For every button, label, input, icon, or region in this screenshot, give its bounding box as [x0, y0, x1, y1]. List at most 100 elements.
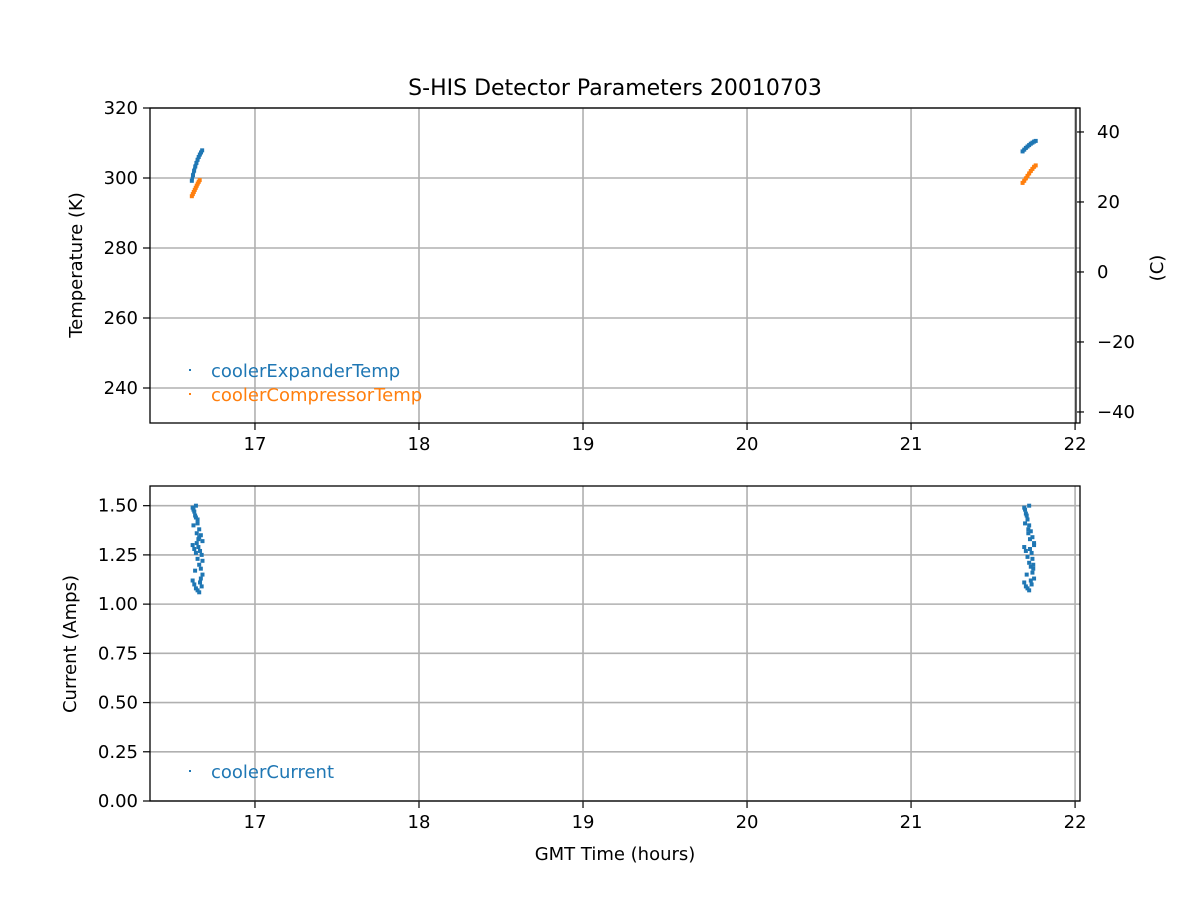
y-tick-label: 260	[104, 308, 138, 329]
data-point	[198, 566, 203, 571]
x-tick-label: 22	[1064, 812, 1087, 833]
data-point	[197, 535, 202, 540]
data-point	[195, 521, 200, 526]
x-tick-label: 18	[408, 434, 431, 455]
y-tick-label: 0.50	[98, 693, 138, 714]
top-y2-axis-label: (C)	[1147, 255, 1168, 282]
axes-frame	[149, 485, 1081, 802]
legend-entry: coolerCurrent	[211, 762, 334, 783]
data-point	[194, 541, 199, 546]
data-point	[1024, 513, 1029, 518]
data-point	[1030, 535, 1035, 540]
data-point	[198, 580, 203, 585]
y-tick-label: 0.00	[98, 791, 138, 812]
y2-tick-label: −20	[1097, 332, 1135, 353]
data-point	[198, 548, 203, 553]
bottom-y-axis-label: Current (Amps)	[60, 575, 81, 713]
data-point	[197, 590, 202, 595]
data-point	[1028, 564, 1033, 569]
data-point	[1022, 545, 1027, 550]
data-point	[1025, 517, 1030, 522]
data-point	[196, 545, 201, 550]
x-tick-label: 17	[244, 434, 267, 455]
data-point	[191, 507, 196, 512]
data-point	[193, 568, 198, 573]
data-point	[195, 556, 200, 561]
x-tick-label: 20	[736, 434, 759, 455]
legend-marker	[189, 369, 191, 371]
y2-tick-label: 20	[1097, 192, 1120, 213]
data-point	[1028, 529, 1033, 534]
data-point	[198, 576, 203, 581]
data-point	[200, 539, 205, 544]
data-point	[200, 558, 205, 563]
y-tick-label: 1.50	[98, 496, 138, 517]
legend-entry: coolerCompressorTemp	[211, 385, 422, 406]
x-tick-label: 17	[244, 812, 267, 833]
data-point	[194, 531, 199, 536]
data-point	[1022, 580, 1027, 585]
data-point	[1031, 566, 1036, 571]
data-point	[1027, 588, 1032, 593]
data-point	[1030, 570, 1035, 575]
data-point	[1027, 503, 1032, 508]
x-tick-label: 19	[572, 434, 595, 455]
data-point	[1033, 163, 1038, 168]
data-point	[191, 523, 196, 528]
data-point	[190, 578, 195, 583]
data-point	[1033, 138, 1038, 143]
data-point	[197, 178, 202, 183]
y2-tick-label: 40	[1097, 122, 1120, 143]
y-tick-label: 0.25	[98, 742, 138, 763]
data-point	[1027, 523, 1032, 528]
data-point	[193, 513, 198, 518]
legend-marker	[189, 770, 191, 772]
data-point	[1029, 582, 1034, 587]
y2-tick-label: 0	[1097, 262, 1108, 283]
y-tick-label: 320	[104, 98, 138, 119]
data-point	[1023, 507, 1028, 512]
axes-frame	[149, 107, 1081, 424]
data-point	[1031, 562, 1036, 567]
data-point	[193, 550, 198, 555]
data-point	[1027, 547, 1032, 551]
data-point	[1025, 554, 1030, 559]
data-point	[199, 584, 204, 589]
data-point	[1026, 527, 1031, 532]
y-tick-label: 0.75	[98, 643, 138, 664]
top-y-axis-label: Temperature (K)	[66, 192, 87, 339]
y-tick-label: 1.25	[98, 545, 138, 566]
data-point	[190, 543, 195, 548]
data-point	[200, 572, 205, 577]
data-point	[1032, 576, 1037, 581]
data-point	[1027, 560, 1032, 565]
data-point	[1023, 548, 1028, 553]
data-point	[1023, 521, 1028, 526]
x-tick-label: 21	[900, 434, 923, 455]
y2-tick-label: −40	[1097, 402, 1135, 423]
legend-marker	[189, 393, 191, 395]
bottom-axes: 17 18 19 20 21 22 0.00 0.25 0.50 0.75 1.00 1.25 1.50…	[98, 485, 1087, 833]
data-point	[197, 527, 202, 532]
data-point	[199, 552, 204, 557]
data-point	[1027, 537, 1032, 542]
data-point	[1032, 543, 1037, 548]
y-tick-label: 1.00	[98, 594, 138, 615]
x-tick-label: 18	[408, 812, 431, 833]
y-tick-label: 300	[104, 168, 138, 189]
data-point	[200, 148, 205, 153]
data-point	[197, 562, 202, 567]
data-point	[1026, 531, 1031, 536]
x-tick-label: 19	[572, 812, 595, 833]
data-point	[1029, 550, 1034, 555]
data-point	[1028, 578, 1033, 583]
legend-entry: coolerExpanderTemp	[211, 361, 400, 382]
top-axes: 17 18 19 20 21 22 240 260 280 300 320 −40 −20 0 20 40 co…	[104, 98, 1135, 455]
y-tick-label: 240	[104, 378, 138, 399]
data-point	[192, 547, 197, 551]
y-tick-label: 280	[104, 238, 138, 259]
data-point	[193, 503, 198, 508]
data-point	[1024, 572, 1029, 577]
